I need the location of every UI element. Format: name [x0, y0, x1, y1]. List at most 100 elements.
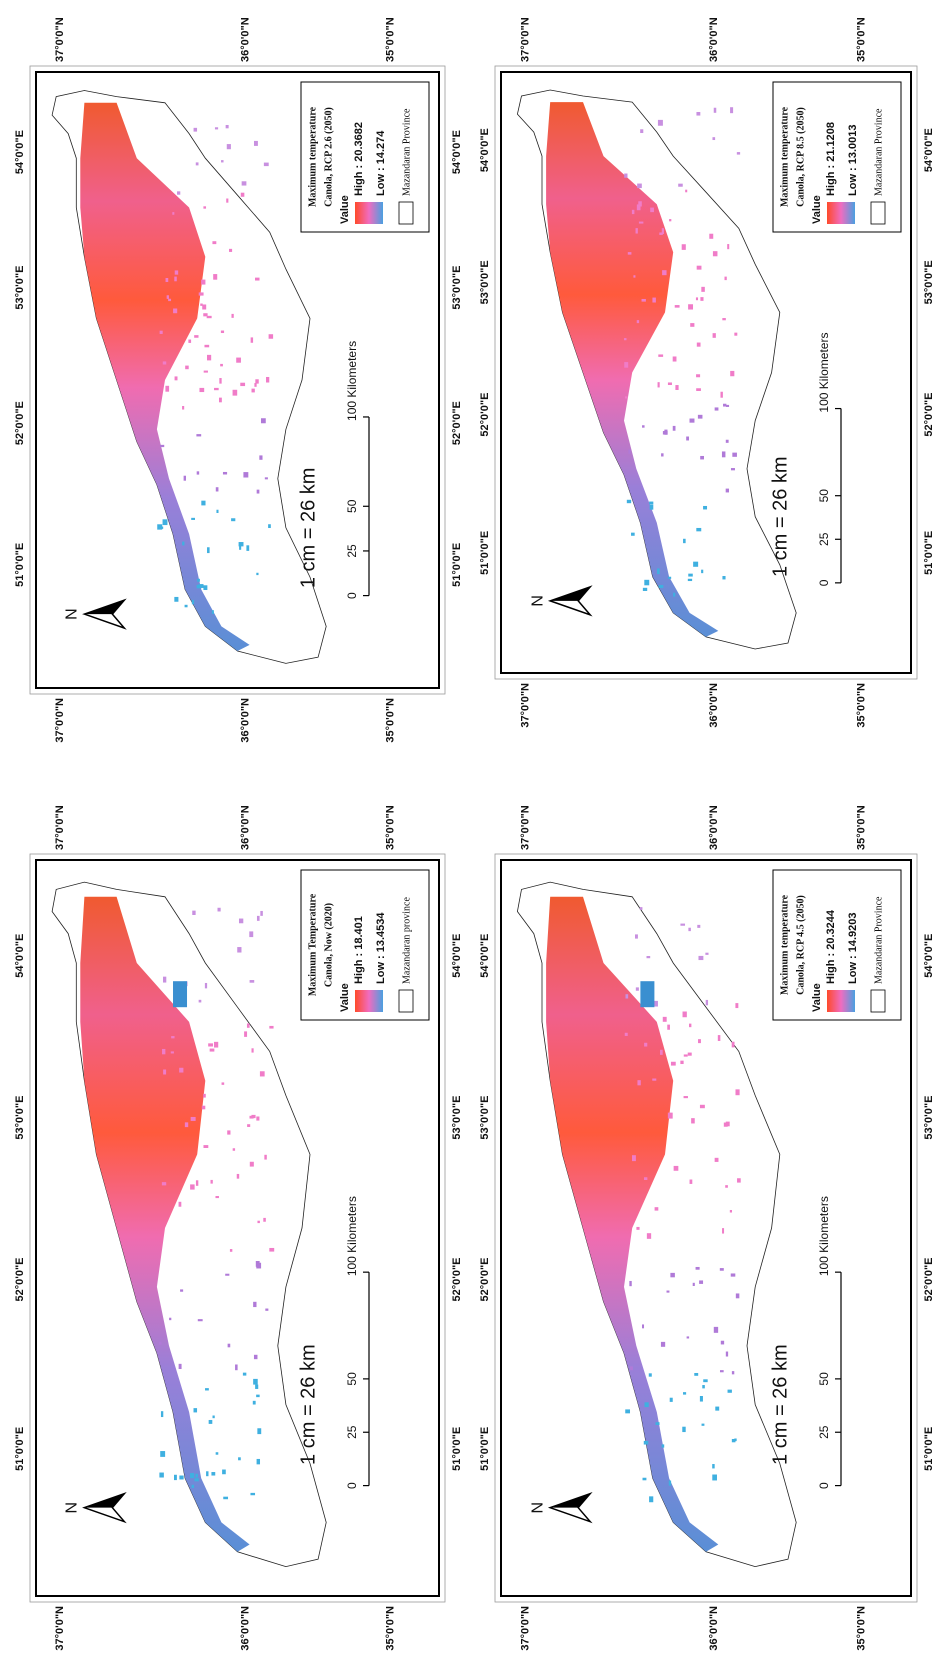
- scale-text: 1 cm = 26 km: [297, 468, 319, 589]
- raster-patch: [188, 339, 192, 343]
- legend-value: Value: [811, 195, 823, 224]
- raster-patch: [203, 313, 208, 317]
- raster-patch: [674, 305, 680, 308]
- longitude-label: 51°0'0"E: [479, 1427, 491, 1471]
- legend-high: High : 20.3244: [825, 909, 837, 984]
- longitude-label: 52°0'0"E: [451, 401, 463, 445]
- raster-patch: [698, 955, 704, 961]
- temperature-surface: [546, 896, 719, 1552]
- raster-patch: [649, 1496, 654, 1503]
- raster-patch: [199, 387, 205, 393]
- latitude-label: 37°0'0"N: [54, 1606, 66, 1651]
- legend-boundary: Mazandaran Province: [401, 108, 412, 196]
- raster-patch: [720, 1340, 725, 1345]
- raster-patch: [664, 429, 668, 435]
- raster-patch: [638, 201, 642, 207]
- raster-patch: [170, 1051, 174, 1054]
- raster-patch: [691, 1118, 695, 1124]
- latitude-label: 37°0'0"N: [520, 683, 532, 728]
- latitude-label: 35°0'0"N: [856, 17, 868, 62]
- raster-patch: [703, 1379, 708, 1383]
- legend-ramp: [827, 990, 855, 1012]
- raster-patch: [696, 388, 701, 391]
- longitude-label: 52°0'0"E: [479, 393, 491, 437]
- latitude-label: 37°0'0"N: [54, 805, 66, 850]
- raster-patch: [703, 505, 708, 510]
- legend-ramp: [827, 202, 855, 224]
- raster-patch: [730, 107, 734, 114]
- raster-patch: [193, 1408, 198, 1413]
- legend-ramp: [355, 990, 383, 1012]
- legend-low: Low : 13.0013: [847, 124, 859, 196]
- legend-title: Maximum Temperature: [307, 893, 318, 996]
- raster-patch: [249, 980, 255, 983]
- raster-patch: [251, 1048, 254, 1053]
- raster-patch: [695, 297, 699, 301]
- raster-patch: [162, 1048, 166, 1055]
- raster-patch: [238, 918, 244, 924]
- raster-patch: [683, 538, 686, 544]
- raster-patch: [266, 376, 270, 383]
- north-label: N: [64, 1502, 81, 1514]
- longitude-label: 54°0'0"E: [479, 128, 491, 172]
- raster-patch: [241, 181, 247, 186]
- map-panel: 51°0'0"E 51°0'0"E 52°0'0"E 52°0'0"E 53°0'0"E…: [14, 805, 463, 1650]
- raster-patch: [268, 334, 274, 339]
- raster-patch: [629, 1280, 632, 1287]
- raster-patch: [184, 1122, 189, 1128]
- raster-patch: [259, 1071, 265, 1077]
- north-label: N: [529, 1502, 546, 1514]
- raster-patch: [211, 610, 214, 615]
- raster-patch: [165, 277, 169, 282]
- raster-patch: [226, 198, 229, 203]
- raster-patch: [232, 1148, 236, 1151]
- raster-patch: [725, 404, 730, 407]
- raster-patch: [642, 1324, 645, 1329]
- raster-patch: [662, 270, 667, 276]
- raster-patch: [643, 1440, 649, 1445]
- raster-patch: [255, 379, 259, 384]
- raster-patch: [690, 323, 695, 327]
- raster-patch: [672, 356, 677, 362]
- raster-patch: [642, 425, 645, 428]
- raster-patch: [194, 335, 199, 338]
- raster-patch: [169, 1317, 172, 1321]
- raster-patch: [649, 501, 654, 505]
- raster-patch: [683, 1096, 688, 1099]
- longitude-label: 53°0'0"E: [451, 1096, 463, 1140]
- raster-patch: [212, 1415, 215, 1419]
- raster-patch: [625, 994, 629, 999]
- raster-patch: [220, 363, 223, 367]
- raster-patch: [226, 144, 231, 150]
- raster-patch: [667, 382, 672, 386]
- longitude-label: 53°0'0"E: [923, 1096, 935, 1140]
- raster-patch: [192, 910, 196, 915]
- neatline-outer: [494, 65, 918, 680]
- raster-patch: [661, 1444, 665, 1448]
- longitude-label: 51°0'0"E: [451, 1427, 463, 1471]
- scale-tick-label: 100 Kilometers: [817, 333, 831, 413]
- raster-patch: [207, 354, 212, 361]
- raster-patch: [203, 1145, 209, 1148]
- raster-patch: [640, 981, 655, 1008]
- longitude-label: 54°0'0"E: [479, 934, 491, 978]
- raster-patch: [201, 279, 206, 285]
- raster-patch: [653, 1000, 658, 1007]
- raster-patch: [244, 1031, 248, 1037]
- latitude-label: 36°0'0"N: [708, 683, 720, 728]
- raster-patch: [687, 1052, 692, 1056]
- scale-tick-label: 25: [345, 1425, 359, 1439]
- latitude-label: 35°0'0"N: [856, 683, 868, 728]
- latitude-label: 35°0'0"N: [385, 17, 397, 62]
- raster-patch: [157, 524, 163, 530]
- latitude-label: 36°0'0"N: [239, 698, 251, 743]
- raster-patch: [268, 524, 271, 529]
- longitude-label: 51°0'0"E: [923, 1427, 935, 1471]
- raster-patch: [263, 162, 269, 167]
- raster-patch: [227, 1130, 231, 1135]
- scale-tick-label: 50: [817, 489, 831, 503]
- raster-patch: [203, 585, 208, 591]
- latitude-label: 36°0'0"N: [239, 805, 251, 850]
- raster-patch: [699, 1280, 704, 1284]
- raster-patch: [159, 1341, 162, 1345]
